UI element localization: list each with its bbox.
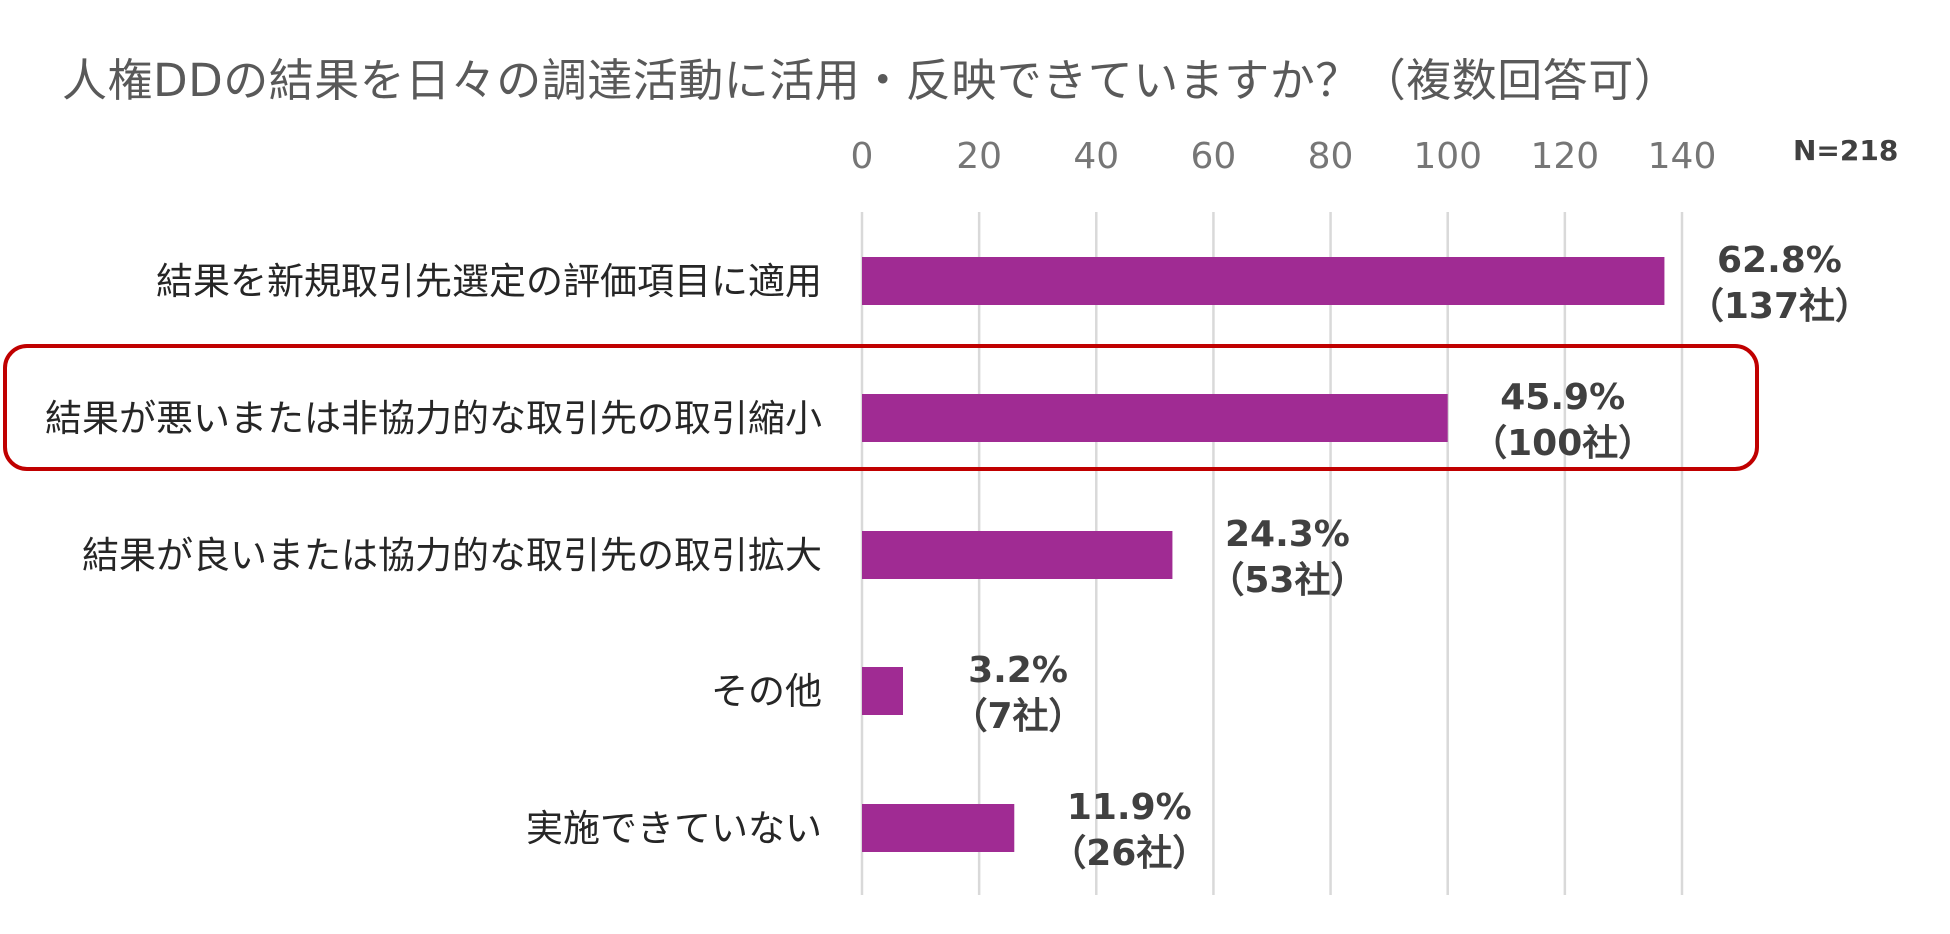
category-label: 結果を新規取引先選定の評価項目に適用 [156, 260, 822, 303]
category-label: 結果が良いまたは協力的な取引先の取引拡大 [82, 534, 822, 577]
percent-label: 11.9% [1067, 787, 1192, 828]
x-tick-label: 0 [851, 136, 874, 177]
x-tick-label: 20 [956, 136, 1002, 177]
highlight-box [3, 344, 1759, 471]
category-label: 実施できていない [526, 807, 822, 850]
x-tick-label: 100 [1413, 136, 1482, 177]
x-tick-label: 60 [1191, 136, 1237, 177]
count-label: （26社） [1050, 833, 1208, 874]
category-label: その他 [711, 670, 822, 713]
bar [862, 257, 1665, 305]
x-tick-label: 140 [1648, 136, 1717, 177]
bar [862, 394, 1448, 442]
bars [862, 257, 1665, 852]
bar [862, 667, 903, 715]
count-label: （137社） [1688, 286, 1871, 327]
count-label: （100社） [1471, 423, 1654, 464]
count-label: （53社） [1208, 560, 1366, 601]
x-tick-label: 80 [1308, 136, 1354, 177]
x-tick-label: 120 [1530, 136, 1599, 177]
percent-label: 3.2% [968, 650, 1068, 691]
bar [862, 804, 1015, 852]
category-labels: 結果を新規取引先選定の評価項目に適用結果が悪いまたは非協力的な取引先の取引縮小結… [45, 260, 822, 850]
category-label: 結果が悪いまたは非協力的な取引先の取引縮小 [45, 397, 822, 440]
percent-label: 24.3% [1225, 514, 1350, 555]
count-label: （7社） [951, 696, 1084, 737]
x-axis-tick-labels: 0 20 40 60 80 100 120 140 [851, 136, 1717, 177]
value-labels: 62.8% （137社） 45.9% （100社） 24.3% （53社） 3.2% （7社）… [951, 240, 1871, 874]
x-tick-label: 40 [1073, 136, 1119, 177]
sample-size-note: N=218 [1793, 134, 1899, 167]
highlight-layer [3, 344, 1759, 471]
percent-label: 62.8% [1717, 240, 1842, 281]
chart-title: 人権DDの結果を日々の調達活動に活用・反映できていますか？（複数回答可） [62, 54, 1680, 107]
percent-label: 45.9% [1500, 377, 1625, 418]
bar [862, 531, 1173, 579]
